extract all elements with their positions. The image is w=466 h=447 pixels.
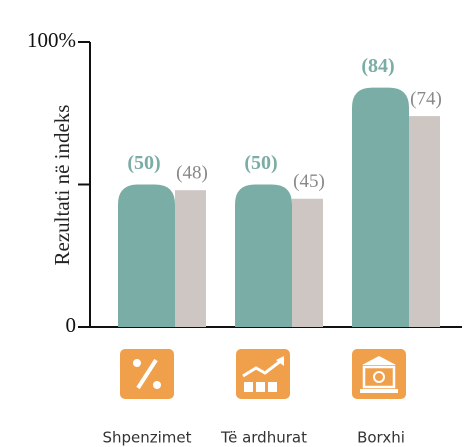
icon-percent xyxy=(120,349,174,399)
value-label: (74) xyxy=(410,88,442,109)
value-label: (50) xyxy=(127,152,160,174)
icon-bank xyxy=(352,349,406,399)
y-tick-label: 0 xyxy=(66,313,77,337)
x-tick-label: Shpenzimet xyxy=(102,429,191,447)
value-label: (84) xyxy=(361,55,394,77)
value-label: (50) xyxy=(244,152,277,174)
bar xyxy=(352,87,409,327)
value-label: (48) xyxy=(176,163,208,184)
bar xyxy=(175,190,206,327)
bar xyxy=(409,116,440,327)
icon-growth xyxy=(236,349,290,399)
value-label: (45) xyxy=(293,171,325,192)
bar xyxy=(118,184,175,327)
x-tick-label: Të ardhurat xyxy=(220,429,307,447)
y-axis-title: Rezultati në indeks xyxy=(50,105,74,266)
y-tick-label: 100% xyxy=(27,28,76,52)
bar xyxy=(235,184,292,327)
x-tick-label: Borxhi xyxy=(357,429,405,447)
bar xyxy=(292,198,323,327)
